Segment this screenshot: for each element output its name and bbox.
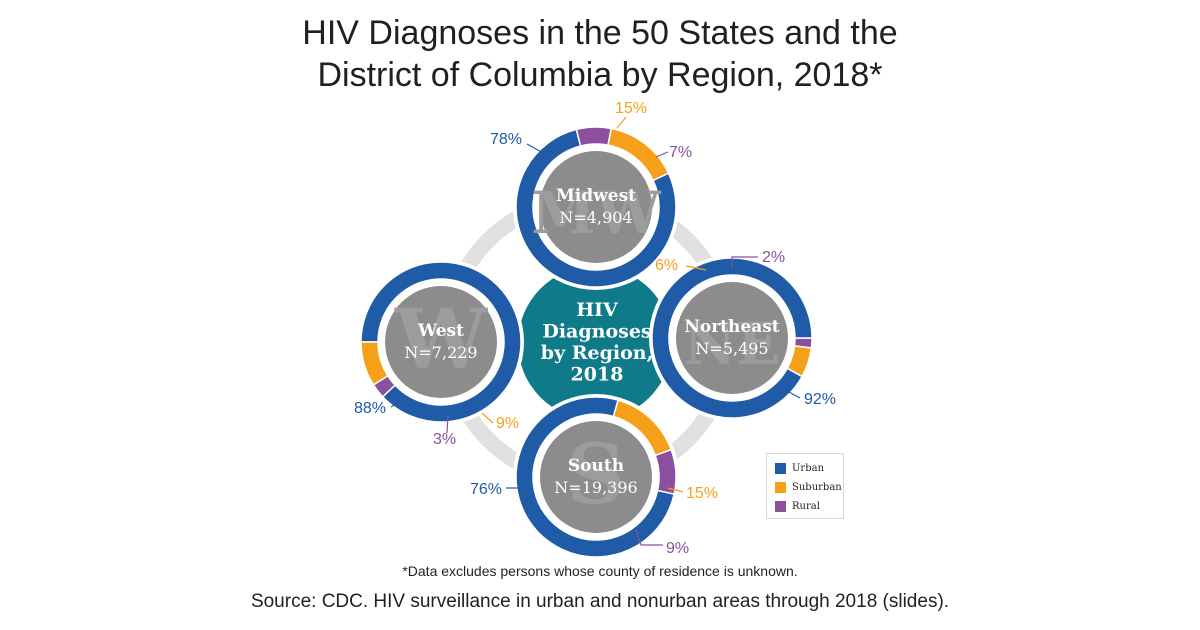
legend-label-urban: Urban	[792, 463, 825, 474]
donut-inner-circle	[540, 151, 652, 263]
source-note: Source: CDC. HIV surveillance in urban a…	[250, 591, 950, 612]
leader-west-suburban	[481, 412, 494, 424]
value-label-south-urban: 76%	[470, 481, 502, 498]
value-label-south-rural: 9%	[666, 540, 689, 557]
chart-title-line-2: District of Columbia by Region, 2018*	[317, 56, 883, 94]
legend-item-rural: Rural	[775, 497, 843, 516]
center-label-line: by Region,	[541, 342, 653, 364]
leader-west-rural	[446, 415, 449, 434]
leader-midwest-suburban	[616, 116, 627, 129]
slice-west-urban	[360, 261, 522, 423]
region-n-label: N=4,904	[559, 208, 632, 227]
value-label-midwest-suburban: 15%	[615, 100, 647, 117]
chart-title-line-1: HIV Diagnoses in the 50 States and the	[302, 14, 898, 52]
legend-label-suburban: Suburban	[792, 482, 842, 493]
donut-inner-circle	[676, 282, 788, 394]
legend-item-urban: Urban	[775, 459, 843, 478]
slice-midwest-rural	[575, 126, 613, 147]
leader-midwest-urban	[526, 143, 546, 155]
center-label-line: 2018	[571, 364, 624, 386]
slice-west-suburban	[360, 341, 389, 386]
value-label-midwest-rural: 7%	[669, 144, 692, 161]
value-label-northeast-rural: 2%	[762, 249, 785, 266]
center-label-line: Diagnoses	[542, 321, 651, 343]
footnote: *Data excludes persons whose county of r…	[402, 563, 798, 579]
leader-northeast-rural	[731, 256, 758, 268]
chart-legend: Urban Suburban Rural	[766, 453, 844, 519]
chart-title: HIV Diagnoses in the 50 States and the D…	[0, 12, 1200, 96]
value-label-west-urban: 88%	[354, 400, 386, 417]
leader-midwest-rural	[655, 151, 669, 158]
region-name: Midwest	[556, 186, 636, 206]
percent-label-layer: 78% 15% 7% 88% 9% 3% 92% 6% 2% 76% 15% 9%	[354, 100, 836, 557]
region-watermark: NE	[683, 310, 780, 378]
slice-south-urban	[515, 396, 676, 558]
leader-northeast-suburban	[685, 265, 707, 271]
region-name: Northeast	[684, 317, 779, 337]
legend-item-suburban: Suburban	[775, 478, 843, 497]
legend-swatch-rural	[775, 501, 786, 512]
center-circle	[518, 266, 672, 420]
region-name: South	[568, 456, 624, 476]
region-watermark: W	[394, 292, 489, 388]
leader-south-rural	[635, 529, 663, 546]
value-label-midwest-urban: 78%	[490, 131, 522, 148]
leader-south-suburban	[667, 487, 684, 493]
slice-midwest-suburban	[607, 127, 670, 182]
donut-inner-circle	[385, 286, 497, 398]
region-name: West	[417, 321, 464, 341]
slice-midwest-urban	[515, 128, 677, 288]
region-n-label: N=19,396	[554, 478, 637, 497]
leader-northeast-urban	[788, 391, 801, 399]
slice-south-rural	[654, 448, 677, 496]
legend-swatch-urban	[775, 463, 786, 474]
legend-label-rural: Rural	[792, 501, 820, 512]
region-n-label: N=5,495	[695, 339, 768, 358]
value-label-south-suburban: 15%	[686, 485, 718, 502]
donut-inner-circle	[540, 421, 652, 533]
leader-west-urban	[390, 397, 406, 408]
value-label-northeast-urban: 92%	[804, 391, 836, 408]
value-label-west-suburban: 9%	[496, 415, 519, 432]
slice-northeast-urban	[651, 257, 813, 419]
region-watermark: MW	[531, 179, 661, 247]
region-watermark: S	[566, 427, 625, 523]
legend-swatch-suburban	[775, 482, 786, 493]
region-n-label: N=7,229	[404, 343, 477, 362]
value-label-west-rural: 3%	[433, 431, 456, 448]
value-label-northeast-suburban: 6%	[655, 257, 678, 274]
center-label-line: HIV	[576, 299, 619, 321]
